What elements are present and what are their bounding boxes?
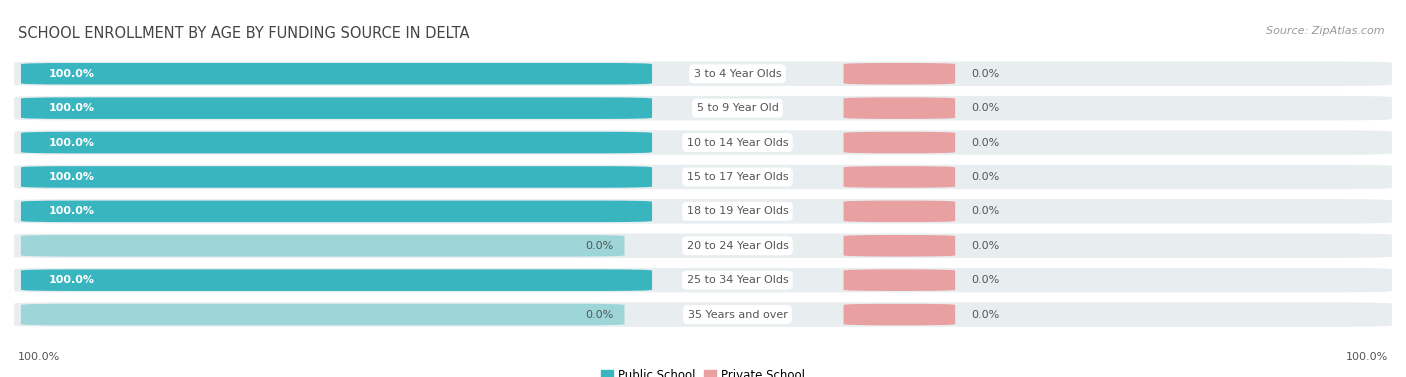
- FancyBboxPatch shape: [844, 201, 955, 222]
- Text: 25 to 34 Year Olds: 25 to 34 Year Olds: [686, 275, 789, 285]
- FancyBboxPatch shape: [14, 130, 1392, 155]
- FancyBboxPatch shape: [21, 63, 652, 84]
- Text: 20 to 24 Year Olds: 20 to 24 Year Olds: [686, 241, 789, 251]
- FancyBboxPatch shape: [14, 268, 1392, 293]
- FancyBboxPatch shape: [21, 97, 652, 119]
- Text: 100.0%: 100.0%: [48, 138, 94, 147]
- FancyBboxPatch shape: [844, 63, 955, 84]
- Legend: Public School, Private School: Public School, Private School: [596, 364, 810, 377]
- Text: 100.0%: 100.0%: [48, 69, 94, 79]
- Text: 100.0%: 100.0%: [48, 103, 94, 113]
- Text: 0.0%: 0.0%: [972, 69, 1000, 79]
- Text: 100.0%: 100.0%: [48, 206, 94, 216]
- Text: 100.0%: 100.0%: [18, 352, 60, 362]
- FancyBboxPatch shape: [14, 96, 1392, 120]
- Text: 18 to 19 Year Olds: 18 to 19 Year Olds: [686, 206, 789, 216]
- Text: 0.0%: 0.0%: [972, 138, 1000, 147]
- FancyBboxPatch shape: [21, 235, 624, 256]
- FancyBboxPatch shape: [21, 201, 652, 222]
- FancyBboxPatch shape: [844, 235, 955, 256]
- Text: 0.0%: 0.0%: [972, 241, 1000, 251]
- FancyBboxPatch shape: [21, 166, 652, 188]
- Text: Source: ZipAtlas.com: Source: ZipAtlas.com: [1267, 26, 1385, 37]
- Text: 0.0%: 0.0%: [585, 241, 613, 251]
- FancyBboxPatch shape: [14, 61, 1392, 86]
- Text: SCHOOL ENROLLMENT BY AGE BY FUNDING SOURCE IN DELTA: SCHOOL ENROLLMENT BY AGE BY FUNDING SOUR…: [18, 26, 470, 41]
- Text: 15 to 17 Year Olds: 15 to 17 Year Olds: [686, 172, 789, 182]
- Text: 0.0%: 0.0%: [972, 103, 1000, 113]
- FancyBboxPatch shape: [844, 304, 955, 325]
- Text: 3 to 4 Year Olds: 3 to 4 Year Olds: [693, 69, 782, 79]
- FancyBboxPatch shape: [844, 132, 955, 153]
- Text: 10 to 14 Year Olds: 10 to 14 Year Olds: [686, 138, 789, 147]
- FancyBboxPatch shape: [844, 270, 955, 291]
- Text: 0.0%: 0.0%: [972, 172, 1000, 182]
- Text: 100.0%: 100.0%: [48, 275, 94, 285]
- FancyBboxPatch shape: [21, 270, 652, 291]
- Text: 0.0%: 0.0%: [972, 206, 1000, 216]
- FancyBboxPatch shape: [14, 302, 1392, 327]
- FancyBboxPatch shape: [21, 132, 652, 153]
- FancyBboxPatch shape: [14, 199, 1392, 224]
- Text: 0.0%: 0.0%: [972, 275, 1000, 285]
- Text: 100.0%: 100.0%: [1346, 352, 1388, 362]
- FancyBboxPatch shape: [844, 166, 955, 188]
- FancyBboxPatch shape: [14, 233, 1392, 258]
- Text: 100.0%: 100.0%: [48, 172, 94, 182]
- Text: 5 to 9 Year Old: 5 to 9 Year Old: [696, 103, 779, 113]
- FancyBboxPatch shape: [844, 97, 955, 119]
- Text: 35 Years and over: 35 Years and over: [688, 310, 787, 320]
- FancyBboxPatch shape: [14, 165, 1392, 189]
- Text: 0.0%: 0.0%: [972, 310, 1000, 320]
- FancyBboxPatch shape: [21, 304, 624, 325]
- Text: 0.0%: 0.0%: [585, 310, 613, 320]
